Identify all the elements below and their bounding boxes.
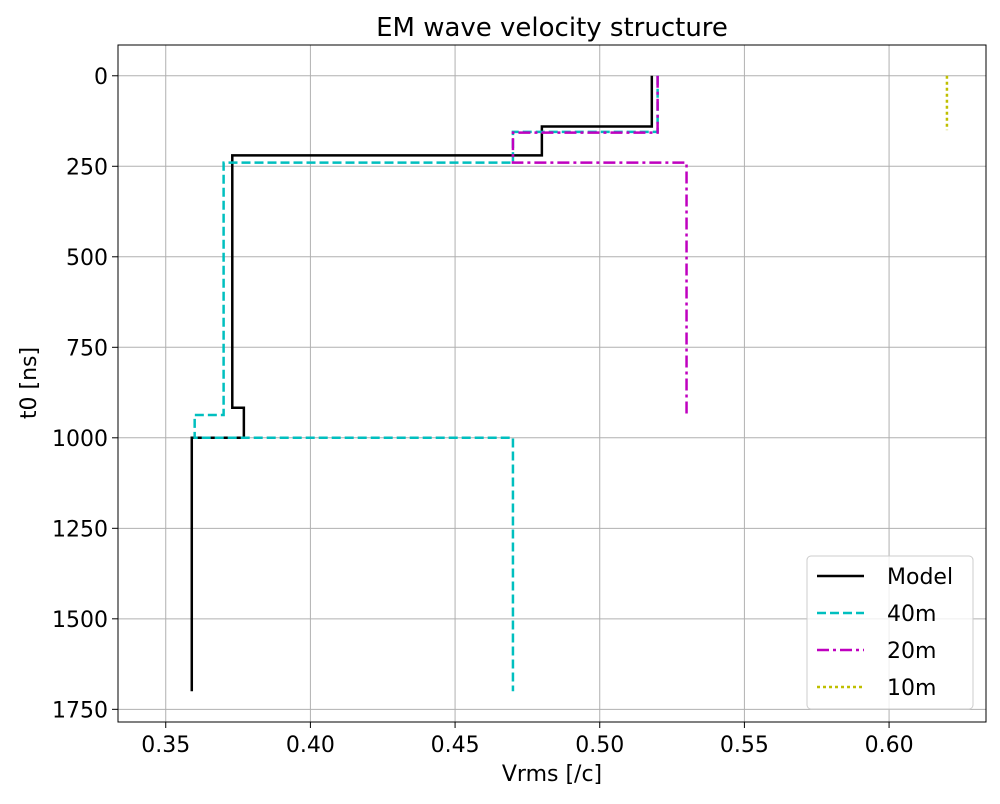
- x-axis-label: Vrms [/c]: [502, 762, 602, 787]
- legend-label-10m: 10m: [887, 676, 936, 701]
- chart-title: EM wave velocity structure: [376, 13, 728, 43]
- series-line-40m: [193, 75, 659, 692]
- y-tick-label: 1250: [52, 517, 108, 542]
- axis-ticks: 0.35 0.40 0.45 0.50 0.55 0.60 0 250 500 750 1000 12…: [52, 65, 914, 758]
- series-line-20m: [511, 75, 688, 415]
- legend-label-20m: 20m: [887, 639, 936, 664]
- x-tick-label: 0.45: [431, 733, 480, 758]
- legend-box: [806, 555, 974, 710]
- y-tick-label: 1000: [52, 427, 108, 452]
- y-tick-label: 1750: [52, 698, 108, 723]
- x-tick-label: 0.40: [286, 733, 335, 758]
- x-tick-label: 0.60: [865, 733, 914, 758]
- x-tick-label: 0.55: [720, 733, 769, 758]
- x-tick-label: 0.50: [575, 733, 624, 758]
- series-group: [190, 75, 949, 692]
- series-line-Model: [190, 75, 654, 692]
- y-tick-label: 500: [66, 246, 108, 271]
- legend-label-Model: Model: [887, 565, 953, 590]
- y-axis-label: t0 [ns]: [17, 347, 42, 419]
- legend: Model 40m 20m 10m: [806, 555, 974, 710]
- legend-label-40m: 40m: [887, 602, 936, 627]
- y-tick-label: 1500: [52, 608, 108, 633]
- plot-frame: [117, 44, 987, 723]
- x-tick-label: 0.35: [141, 733, 190, 758]
- y-tick-label: 250: [66, 155, 108, 180]
- y-tick-label: 750: [66, 336, 108, 361]
- y-tick-label: 0: [94, 65, 108, 90]
